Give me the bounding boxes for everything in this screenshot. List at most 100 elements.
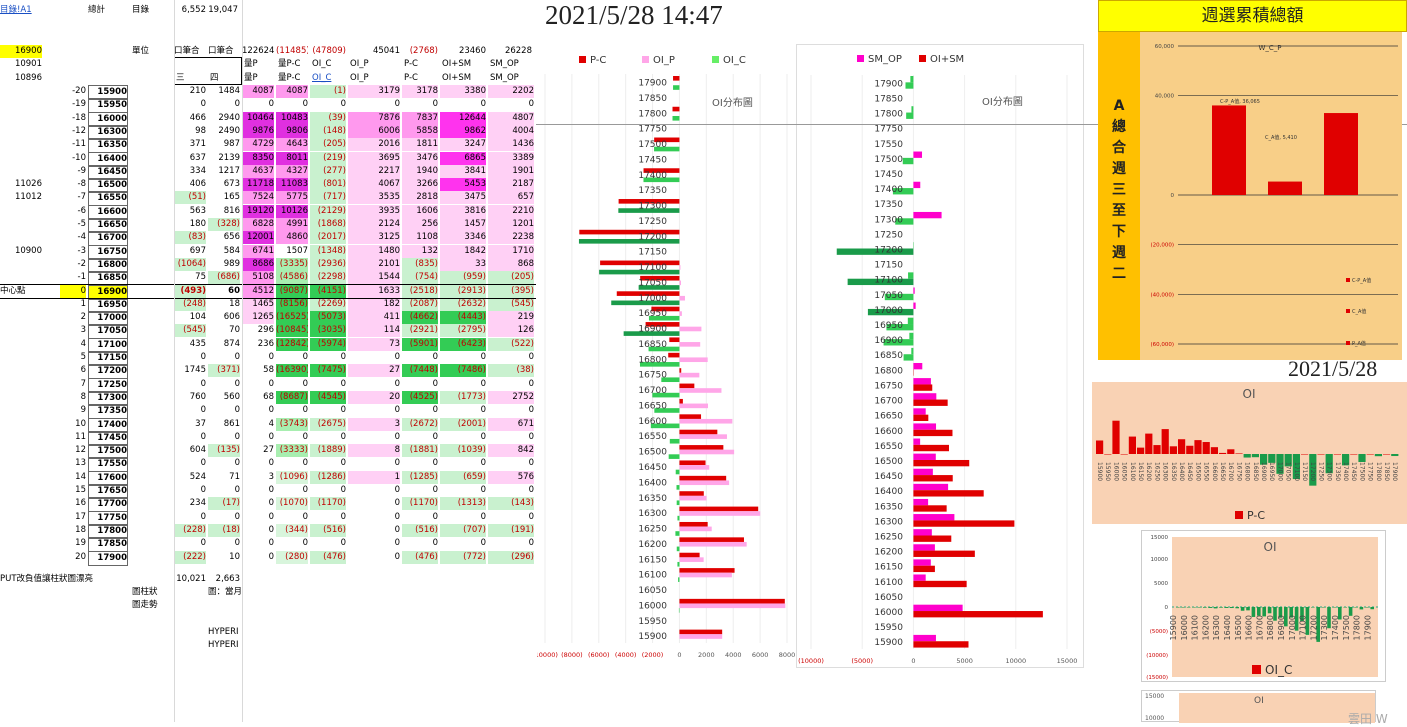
- chart1-legend-label-1: OI_P: [653, 55, 675, 66]
- row-val-20-6: 0: [402, 351, 438, 364]
- chart2-ytick-17850: 17850: [874, 94, 903, 104]
- row-val-4-3: 4643: [276, 138, 308, 151]
- chart3-bar-2: [1324, 113, 1358, 195]
- row-val-2-2: 10464: [242, 112, 274, 125]
- sum-7: 26228: [488, 45, 532, 58]
- chart1-ytick-16400: 16400: [638, 478, 667, 488]
- row-val-1-7: 0: [440, 98, 486, 111]
- row-val-6-2: 4637: [242, 165, 274, 178]
- chart1-bar-OI_C-17900: [673, 85, 679, 90]
- row-val-26-1: 0: [208, 431, 240, 444]
- mini2-xtick-36: 17900: [1363, 615, 1372, 640]
- row-val-8-7: 3475: [440, 191, 486, 204]
- row-val-14-2: 5108: [242, 271, 274, 284]
- row-val-27-7: (1039): [440, 444, 486, 457]
- row-val-23-8: 2752: [488, 391, 534, 404]
- row-val-35-2: 0: [242, 551, 274, 564]
- row-val-28-0: 0: [174, 457, 206, 470]
- mini1-xtick-28: 17300: [1326, 462, 1333, 481]
- row-offset-3: -12: [60, 125, 86, 138]
- mini1-xtick-35: 17850: [1383, 462, 1390, 481]
- mini1-xtick-17: 16750: [1235, 462, 1242, 481]
- chart2-bar-SM_OP-16200: [913, 544, 935, 550]
- row-val-5-0: 637: [174, 152, 206, 165]
- row-val-24-5: 0: [348, 404, 400, 417]
- row-val-31-5: 0: [348, 497, 400, 510]
- mini2-xtick-8: 16300: [1212, 615, 1221, 640]
- chart2-bar-OI+SM-16550: [913, 445, 949, 451]
- row-val-23-1: 560: [208, 391, 240, 404]
- row-val-30-8: 0: [488, 484, 534, 497]
- row-offset-14: -1: [60, 271, 86, 284]
- chart1-ytick-16100: 16100: [638, 571, 667, 581]
- mini2-bar-10: [1230, 607, 1234, 608]
- chart1-bar-OI_C-16350: [677, 500, 680, 505]
- row-val-19-4: (5974): [310, 338, 346, 351]
- row-val-1-5: 0: [348, 98, 400, 111]
- row-val-24-4: 0: [310, 404, 346, 417]
- mini-oi-3-title: OI: [1254, 696, 1264, 706]
- mini2-xtick-6: 16200: [1201, 615, 1210, 640]
- row-offset-23: 8: [60, 391, 86, 404]
- row-val-11-4: (2017): [310, 231, 346, 244]
- chart1-bar-P-C-16100: [679, 568, 734, 573]
- row-offset-29: 14: [60, 471, 86, 484]
- chart2-ytick-16800: 16800: [874, 366, 903, 376]
- row-val-13-3: (3335): [276, 258, 308, 271]
- chart2-bar-SM_OP-17100: [908, 272, 913, 278]
- chart1-xtick-9: 8000: [779, 651, 795, 659]
- chart1-xtick-2: (6000): [588, 651, 610, 659]
- row-val-2-0: 466: [174, 112, 206, 125]
- row-strike-35: 17900: [88, 551, 128, 566]
- row-val-1-8: 0: [488, 98, 534, 111]
- row-val-34-6: 0: [402, 537, 438, 550]
- mini2-title: OI: [1264, 540, 1277, 554]
- chart2-ytick-16600: 16600: [874, 427, 903, 437]
- mini1-bar-15: [1219, 453, 1226, 454]
- row-val-21-3: (16390): [276, 364, 308, 377]
- chart1-bar-OI_P-16200: [679, 542, 746, 547]
- chart1-bar-OI_P-16950: [679, 311, 681, 316]
- row-val-10-5: 2124: [348, 218, 400, 231]
- mini1-xtick-25: 17150: [1301, 462, 1308, 481]
- chart2-bar-SM_OP-16450: [913, 469, 932, 475]
- row-val-32-7: 0: [440, 511, 486, 524]
- row-val-8-1: 165: [208, 191, 240, 204]
- chart1-bar-P-C-16750: [679, 368, 681, 373]
- index-link[interactable]: 目錄!A1: [0, 4, 50, 17]
- chart2-bar-SM_OP-17900: [910, 76, 913, 82]
- row-val-18-3: (10845): [276, 324, 308, 337]
- row-a-8: 11012: [0, 191, 42, 204]
- chart1-legend-label-0: P-C: [590, 55, 606, 66]
- chart1-bar-OI_C-16450: [676, 470, 680, 475]
- chart1-legend-swatch-0: [579, 56, 586, 63]
- row-val-3-2: 9876: [242, 125, 274, 138]
- mini1-xtick-20: 16900: [1260, 462, 1267, 481]
- chart1-ytick-16650: 16650: [638, 401, 667, 411]
- chart1-bar-OI_P-16800: [679, 357, 707, 362]
- row-val-19-8: (522): [488, 338, 534, 351]
- mini2-xtick-24: 17100: [1299, 615, 1308, 640]
- chart3-annotation-0: C-P_A值, 36,065: [1220, 98, 1260, 105]
- row-val-1-6: 0: [402, 98, 438, 111]
- chart3-ytick-2: 0: [1171, 193, 1175, 199]
- row-val-22-0: 0: [174, 378, 206, 391]
- mini1-bar-12: [1194, 440, 1201, 454]
- row-offset-17: 2: [60, 311, 86, 324]
- row-val-23-6: (4525): [402, 391, 438, 404]
- mini1-bar-13: [1203, 442, 1210, 454]
- row-val-14-5: 1544: [348, 271, 400, 284]
- chart2-ytick-16550: 16550: [874, 442, 903, 452]
- row-val-13-4: (2936): [310, 258, 346, 271]
- row-offset-7: -8: [60, 178, 86, 191]
- row-val-6-6: 1940: [402, 165, 438, 178]
- row-val-33-1: (18): [208, 524, 240, 537]
- chart2-bar-SM_OP-17050: [913, 287, 914, 293]
- mini2-bar-7: [1214, 607, 1218, 608]
- mini-oi-chart-2-svg: OI150001000050000(5000)(10000)(15000)159…: [1142, 531, 1387, 683]
- chart1-ytick-15900: 15900: [638, 632, 667, 642]
- row-val-0-3: 4087: [276, 85, 308, 98]
- trend-label: 圖走勢: [132, 599, 172, 612]
- col-head-a-4: OI_C: [312, 58, 348, 71]
- chart2-bar-OI+SM-16150: [913, 566, 935, 572]
